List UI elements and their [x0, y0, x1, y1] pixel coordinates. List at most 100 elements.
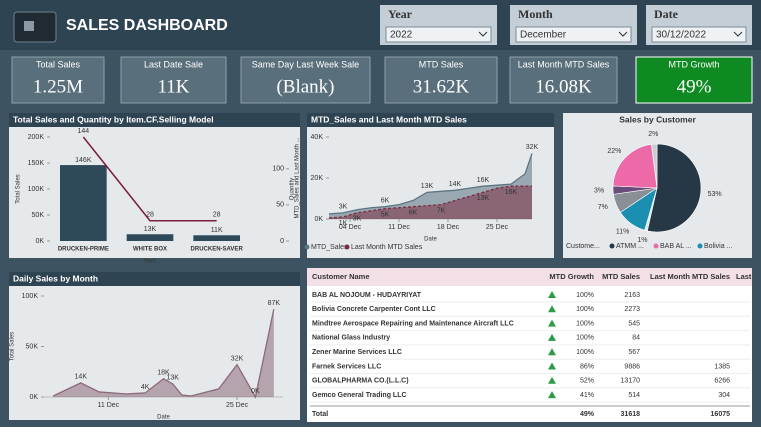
column-header[interactable]: Last: [736, 272, 752, 281]
chart-title: Daily Sales by Month: [13, 273, 98, 283]
x-tick-label: WHITE BOX: [133, 247, 167, 253]
chart-panel: [9, 272, 300, 420]
y2-tick-label: 0: [280, 238, 284, 245]
pie-label: 11%: [616, 228, 630, 235]
chevron: [618, 31, 628, 37]
x-axis-title: Item: [144, 259, 156, 265]
kpi-label: Last Month MTD Sales: [518, 59, 610, 69]
bar-label: 11K: [211, 227, 223, 234]
table-cell: 100%: [576, 349, 594, 356]
table-cell: 2273: [624, 306, 640, 313]
table-cell: BAB AL NOJOUM - HUDAYRIYAT: [312, 292, 422, 299]
table-cell: 31618: [621, 411, 641, 418]
kpi-card: [120, 56, 227, 104]
data-label: 16K: [477, 177, 490, 184]
column-header[interactable]: MTD Sales: [602, 272, 640, 281]
column-header[interactable]: Customer Name: [312, 272, 370, 281]
column-header[interactable]: MTD Growth: [549, 272, 594, 281]
y-tick-label: 20K: [311, 175, 324, 182]
chart-title-bar: [563, 113, 752, 127]
y-tick-label: 150K: [28, 160, 45, 167]
filter-label: Month: [518, 7, 553, 21]
logo-icon: [24, 21, 34, 31]
data-label: 6K: [381, 198, 390, 205]
x-tick-label: DRUCKEN-PRIME: [58, 247, 109, 253]
chart-title-bar: [307, 113, 554, 127]
pie-label: 22%: [607, 148, 621, 155]
table-cell: 1385: [714, 363, 730, 370]
table-cell: 2163: [624, 292, 640, 299]
pie-slice: [612, 144, 658, 189]
table-cell: 100%: [576, 335, 594, 342]
pie-slice: [651, 143, 658, 189]
table-cell: 49%: [580, 411, 595, 418]
filter-value: December: [520, 30, 567, 41]
chevron: [478, 31, 488, 37]
up-arrow-icon: [548, 362, 556, 370]
line-label: 28: [146, 212, 154, 219]
table-cell: Mindtree Aerospace Repairing and Mainten…: [312, 320, 514, 327]
table-cell: 100%: [576, 320, 594, 327]
data-label: 13K: [166, 375, 179, 382]
data-label: 4K: [141, 384, 150, 391]
filter-label: Date: [654, 7, 679, 21]
data-label: 13K: [421, 183, 434, 190]
data-label: 6K: [409, 210, 418, 217]
y-axis-title: Total Sales: [10, 332, 16, 361]
bar: [126, 234, 174, 241]
data-label: 16K: [505, 189, 518, 196]
table-cell: 567: [628, 349, 640, 356]
up-arrow-icon: [548, 291, 556, 298]
table-cell: 52%: [580, 378, 594, 385]
table-cell: 84: [632, 335, 640, 342]
y-tick-label: 50K: [26, 343, 39, 350]
logo: [13, 11, 57, 43]
table-cell: 304: [718, 392, 730, 399]
area: [329, 186, 532, 219]
table-cell: Farnek Services LLC: [312, 363, 381, 370]
x-tick-label: 25 Dec: [226, 402, 249, 409]
x-tick-label: 11 Dec: [388, 224, 410, 231]
table-cell: GLOBALPHARMA CO.(L.L.C): [312, 378, 409, 385]
y-tick-label: 100K: [28, 186, 45, 193]
kpi-label: MTD Sales: [419, 59, 464, 69]
filter-dropdown[interactable]: [515, 26, 632, 43]
filter-value: 2022: [390, 30, 413, 41]
chevron: [733, 31, 743, 37]
chart-panel: [9, 113, 300, 258]
column-header[interactable]: Last Month MTD Sales: [650, 272, 730, 281]
chart-title: Sales by Customer: [619, 114, 696, 124]
chart-title-bar: [9, 272, 300, 286]
data-label: 3K: [339, 204, 348, 211]
table-header-bg: [307, 268, 752, 286]
kpi-label: Same Day Last Week Sale: [252, 59, 359, 69]
legend-dot: [653, 243, 659, 249]
up-arrow-icon: [548, 348, 556, 356]
kpi-value: (Blank): [276, 76, 334, 97]
y-tick-label: 100K: [22, 293, 39, 300]
table-cell: 6266: [714, 378, 730, 385]
legend-label: Last Month MTD Sales: [351, 244, 423, 251]
filter-dropdown[interactable]: [651, 26, 747, 43]
y-tick-label: 40K: [311, 134, 324, 141]
data-label: 5K: [381, 212, 390, 219]
title: SALES DASHBOARD: [66, 17, 228, 34]
x-tick-label: 11 Dec: [98, 402, 120, 409]
table-cell: Total: [312, 411, 328, 418]
y2-tick-label: 100: [272, 166, 284, 173]
x-axis-title: Date: [424, 237, 437, 243]
table-cell: 9886: [624, 363, 640, 370]
data-label: 7K: [437, 207, 446, 214]
y-axis-title: Total Sales: [16, 174, 22, 203]
x-tick-label: 25 Dec: [486, 224, 509, 231]
data-label: 32K: [231, 356, 244, 363]
table-cell: 100%: [576, 292, 594, 299]
chart-title-bar: [9, 113, 300, 127]
line-label: 28: [213, 212, 221, 219]
filter-dropdown[interactable]: [385, 26, 492, 43]
legend-dot: [609, 243, 615, 249]
bar: [193, 235, 240, 241]
pie-label: 53%: [708, 191, 722, 198]
legend-label: MTD_Sales: [311, 244, 348, 251]
